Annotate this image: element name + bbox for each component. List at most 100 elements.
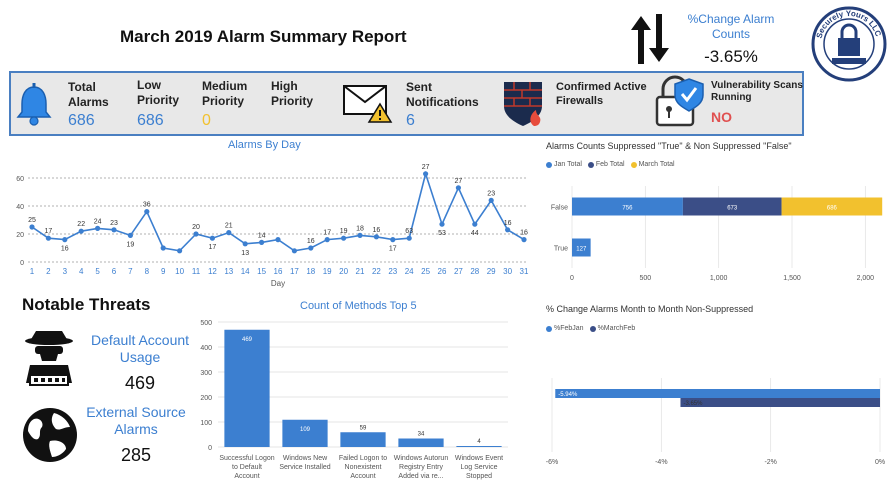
x-tick-label: 1,000 [710,275,728,282]
data-point [62,237,68,243]
x-tick-label: 31 [520,267,529,276]
legend-item: Feb Total [587,161,625,168]
data-label: 27 [422,164,430,171]
legend-label: Jan Total [554,161,582,168]
data-point [111,227,117,233]
legend-swatch [546,325,552,332]
x-tick-label: 2 [46,267,51,276]
x-tick-label: 10 [175,267,184,276]
up-down-arrows-icon [631,14,669,64]
data-label: 36 [143,202,151,209]
bar [398,438,444,447]
external-source-label: External Source Alarms [86,404,186,437]
x-tick-label: 3 [63,267,68,276]
data-point [95,225,101,231]
data-point [423,171,429,177]
suppressed-legend: Jan Total Feb Total March Total [546,161,675,168]
x-tick-label: 28 [470,267,479,276]
x-tick-label: 1,500 [783,275,801,282]
x-tick-label: 9 [161,267,166,276]
x-tick-label: 17 [290,267,299,276]
vuln-scans-label: Vulnerability Scans Running [711,80,803,103]
x-tick-label: 500 [639,275,651,282]
data-label: 17 [323,230,331,237]
data-label: 23 [487,190,495,197]
stack-segment [572,238,591,257]
data-point [259,239,265,245]
x-tick-label: Windows Autorun Registry Entry Added via… [393,455,449,480]
legend-swatch [587,161,594,168]
legend-item: Jan Total [546,161,582,168]
data-label: 469 [242,337,253,343]
data-label: 22 [77,221,85,228]
data-label: 16 [307,238,315,245]
x-tick-label: 11 [192,267,201,276]
bell-icon [16,83,52,126]
sent-notifications-label: Sent Notifications [406,80,479,109]
data-label: 686 [827,206,838,212]
data-label: -3.65% [683,401,703,407]
data-label: 17 [209,244,217,251]
data-point [439,221,445,227]
methods-category-labels: Successful Logon to Default Account Windo… [196,454,516,500]
x-axis-label: Day [271,279,285,288]
external-source-value: 285 [120,445,152,465]
y-tick-label: 100 [200,420,212,427]
data-point [521,237,527,243]
legend-label: %FebJan [554,325,584,332]
x-tick-label: -2% [764,459,776,466]
x-tick-label: 27 [454,267,463,276]
data-point [144,209,150,215]
x-tick-label: 2,000 [857,275,875,282]
data-label: 21 [225,223,233,230]
data-point [357,232,363,238]
bar [340,432,386,447]
low-priority-value: 686 [137,112,164,129]
bar [555,389,880,398]
high-priority-label: High Priority [271,79,314,108]
data-label: 44 [471,230,479,237]
lock-shield-icon [655,75,704,127]
x-tick-label: 1 [30,267,35,276]
vuln-scans-value: NO [711,109,732,125]
x-tick-label: Windows New Service Installed [279,455,331,471]
legend-label: March Total [638,161,675,168]
data-label: 16 [61,246,69,253]
line-chart-title: Alarms By Day [228,139,301,151]
data-label: 17 [389,246,397,253]
default-account-value: 469 [124,373,156,393]
data-label: 16 [373,227,381,234]
data-label: 19 [127,241,135,248]
bar [282,419,328,447]
x-tick-label: 8 [145,267,150,276]
firewall-icon [504,82,542,126]
x-tick-label: Failed Logon to Nonexistent Account [338,455,388,480]
y-tick-label: 0 [208,445,212,452]
legend-swatch [546,161,552,168]
data-label: 23 [110,220,118,227]
data-point [29,224,35,230]
x-tick-label: 22 [372,267,381,276]
y-tick-label: 500 [200,320,212,327]
legend-swatch [630,161,637,168]
data-point [226,230,232,236]
data-label: 63 [405,228,413,235]
data-point [209,235,215,241]
data-point [505,227,511,233]
data-label: 24 [94,218,102,225]
y-tick-label: 400 [200,345,212,352]
y-tick-label: True [554,246,568,253]
data-label: 18 [356,225,364,232]
x-tick-label: 14 [241,267,250,276]
x-tick-label: 19 [323,267,332,276]
firewalls-label: Confirmed Active Firewalls [556,81,647,107]
x-tick-label: 24 [405,267,414,276]
data-point [488,197,494,203]
notable-threats-title: Notable Threats [22,295,151,314]
data-label: -5.94% [558,392,578,398]
x-tick-label: 15 [257,267,266,276]
x-tick-label: 0% [875,459,885,466]
methods-top5-chart: 0 100 200 300 400 500 469 109 59 34 4 [200,320,508,452]
total-alarms-value: 686 [68,112,95,129]
data-label: 20 [192,224,200,231]
